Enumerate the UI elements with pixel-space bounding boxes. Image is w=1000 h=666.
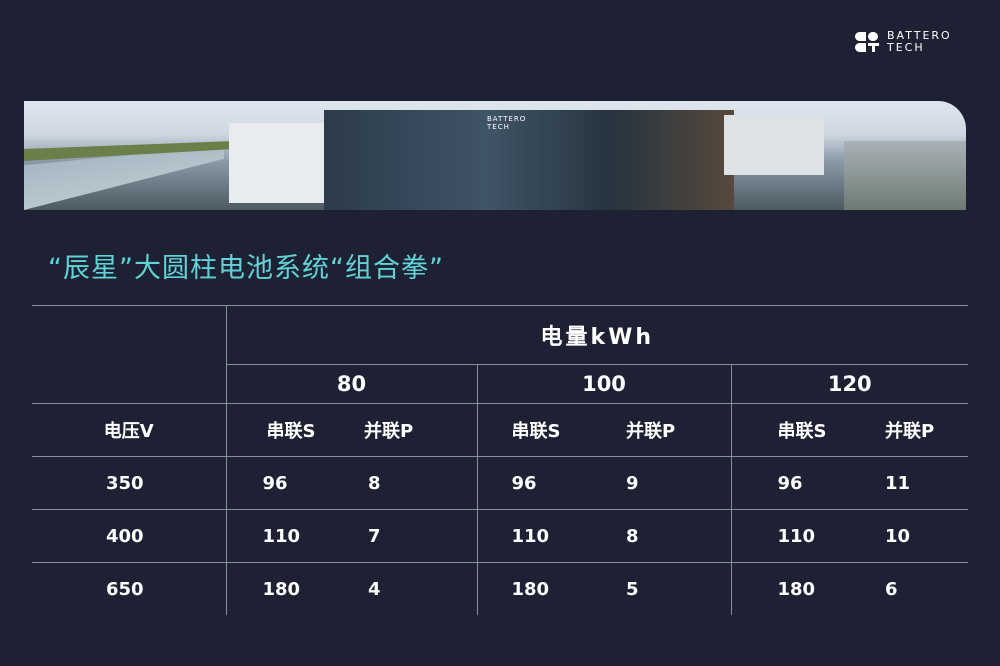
building-sign: BATTERO TECH (487, 115, 527, 131)
series-cell: 96 (730, 456, 839, 510)
table-row: 650 180 4 180 5 180 6 (32, 562, 968, 615)
voltage-cell: 650 (106, 578, 144, 600)
series-cell: 110 (476, 509, 593, 563)
capacity-header: 120 (730, 364, 968, 404)
parallel-cell: 11 (839, 456, 968, 510)
parallel-cell: 8 (593, 509, 731, 563)
parallel-cell: 7 (334, 509, 477, 563)
parallel-cell: 9 (593, 456, 731, 510)
battery-config-table: 电量kWh 80 100 120 电压V 串联S 并联P 串联S 并联P 串联S… (32, 305, 968, 615)
series-header: 串联S (730, 403, 839, 457)
series-header: 串联S (225, 403, 334, 457)
parallel-header: 并联P (334, 403, 477, 457)
logo-line1: BATTERO (887, 29, 952, 42)
voltage-header: 电压V (32, 403, 226, 457)
parallel-cell: 5 (626, 578, 639, 600)
table-row: 350 96 8 96 9 96 11 (32, 456, 968, 510)
logo-line2: TECH (887, 41, 925, 54)
parallel-cell: 8 (334, 456, 477, 510)
page-title: “辰星”大圆柱电池系统“组合拳” (48, 253, 444, 284)
series-cell: 110 (225, 509, 334, 563)
series-cell: 96 (225, 456, 334, 510)
series-cell: 180 (225, 562, 334, 615)
parallel-header: 并联P (839, 403, 968, 457)
factory-banner-image: BATTERO TECH (24, 101, 966, 210)
capacity-header: 80 (225, 364, 477, 404)
series-cell: 180 (476, 562, 593, 615)
series-header: 串联S (476, 403, 593, 457)
voltage-cell: 400 (32, 509, 226, 563)
energy-header: 电量kWh (225, 305, 968, 365)
table-row: 400 110 7 110 8 110 10 (32, 509, 968, 563)
parallel-header: 并联P (593, 403, 731, 457)
series-cell: 96 (476, 456, 593, 510)
voltage-cell: 350 (32, 456, 226, 510)
capacity-header: 100 (476, 364, 731, 404)
logo-mark-icon (855, 32, 881, 52)
series-cell: 180 (730, 562, 839, 615)
series-cell: 110 (730, 509, 839, 563)
battero-tech-logo: BATTERO TECH (855, 30, 952, 54)
parallel-cell: 10 (839, 509, 968, 563)
parallel-cell: 6 (885, 578, 898, 600)
parallel-cell: 4 (368, 578, 381, 600)
